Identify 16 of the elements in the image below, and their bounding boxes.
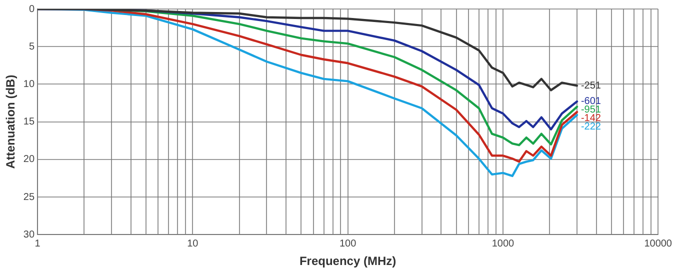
series-label: -251: [580, 80, 602, 92]
y-tick-label: 0: [28, 4, 35, 15]
x-axis-title: Frequency (MHz): [299, 254, 396, 268]
y-tick-label: 10: [23, 78, 35, 90]
x-tick-label: 100: [339, 238, 357, 250]
x-tick-label: 10000: [644, 238, 672, 250]
y-axis-title: Attenuation (dB): [4, 74, 18, 169]
y-tick-label: 25: [23, 192, 35, 203]
y-tick-label: 20: [23, 154, 35, 166]
x-tick-label: 1: [34, 238, 41, 250]
x-tick-label: 10: [187, 238, 199, 250]
y-tick-label: 5: [28, 41, 35, 52]
y-tick-label: 15: [23, 116, 35, 128]
x-tick-label: 1000: [492, 238, 515, 250]
series-label: -222: [580, 122, 602, 133]
y-tick-label: 30: [23, 229, 35, 240]
